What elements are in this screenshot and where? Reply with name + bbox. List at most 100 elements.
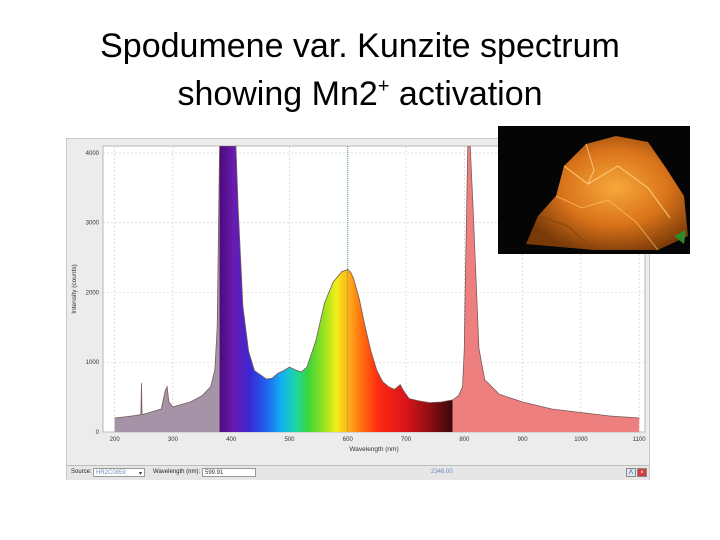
data-point [478, 347, 480, 349]
data-point [141, 414, 143, 415]
data-point [341, 271, 343, 272]
x-tick-label: 800 [459, 437, 470, 443]
data-point [315, 340, 317, 342]
peak-icon: Λ [628, 470, 633, 476]
data-point [231, 145, 233, 147]
data-point [350, 271, 352, 273]
data-point [221, 145, 223, 147]
peak-tool-button[interactable]: Λ [626, 468, 636, 477]
data-point [235, 145, 237, 147]
data-point [402, 389, 404, 391]
wavelength-label: Wavelength (nm): [153, 469, 201, 475]
data-point [210, 386, 212, 388]
data-point [359, 299, 360, 300]
x-tick-label: 900 [518, 437, 529, 443]
data-point [498, 393, 500, 395]
data-point [114, 417, 116, 419]
x-tick-label: 200 [110, 437, 121, 443]
data-point [467, 145, 469, 147]
close-icon: × [640, 470, 644, 476]
data-point [219, 145, 220, 147]
data-point [370, 351, 372, 353]
data-point [376, 370, 378, 372]
data-point [214, 368, 216, 370]
data-point [408, 398, 410, 399]
data-point [324, 302, 325, 304]
data-point [462, 386, 463, 388]
data-point [166, 386, 168, 388]
data-point [393, 389, 395, 390]
data-point [141, 382, 142, 384]
x-tick-label: 1100 [633, 437, 647, 443]
data-point [399, 384, 401, 385]
data-point [160, 408, 162, 410]
y-axis-label: Intensity (counts) [71, 264, 78, 314]
chevron-down-icon: ▾ [138, 471, 142, 477]
y-tick-label: 4000 [86, 151, 100, 157]
source-label: Source: [71, 469, 92, 475]
title-line-2: showing Mn2+ activation [0, 70, 720, 118]
data-point [172, 406, 174, 408]
x-tick-label: 300 [168, 437, 179, 443]
data-point [248, 351, 250, 353]
source-value: HR2C0859 [96, 470, 126, 476]
x-tick-label: 500 [284, 437, 295, 443]
data-point [190, 401, 191, 403]
data-point [388, 386, 389, 388]
x-tick-label: 400 [226, 437, 237, 443]
data-point [551, 408, 553, 410]
wavelength-input[interactable]: 599.91 [202, 468, 256, 477]
data-point [149, 412, 151, 413]
data-point [254, 370, 255, 372]
y-tick-label: 1000 [86, 360, 100, 366]
data-point [417, 400, 419, 402]
data-point [472, 208, 474, 210]
data-point [300, 371, 302, 373]
data-point [277, 373, 279, 374]
data-point [347, 269, 349, 270]
data-point [382, 381, 384, 383]
y-tick-label: 0 [96, 430, 100, 436]
data-point [131, 415, 133, 417]
data-point [289, 366, 290, 368]
data-point [237, 208, 239, 210]
data-point [465, 271, 466, 272]
x-axis-label: Wavelength (nm) [349, 446, 398, 453]
title-line-2-prefix: showing Mn2 [177, 75, 378, 113]
y-tick-label: 3000 [86, 221, 100, 227]
data-point [332, 281, 334, 283]
data-point [259, 374, 261, 376]
data-point [283, 370, 285, 372]
data-point [216, 326, 218, 328]
y-tick-label: 2000 [86, 290, 100, 296]
source-select[interactable]: HR2C0859 ▾ [93, 468, 145, 477]
x-tick-label: 700 [401, 437, 412, 443]
data-point [522, 401, 524, 403]
data-point [294, 369, 296, 371]
data-point [364, 326, 366, 328]
data-point [428, 402, 430, 404]
wavelength-value: 599.91 [205, 470, 224, 476]
data-point [306, 366, 308, 368]
data-point [609, 415, 611, 417]
cursor-readout: 2346.00 [431, 469, 453, 475]
data-point [440, 401, 442, 403]
close-tool-button[interactable]: × [637, 468, 647, 477]
data-point [580, 412, 582, 413]
title-line-1: Spodumene var. Kunzite spectrum [100, 27, 620, 65]
data-point [638, 417, 640, 419]
data-point [475, 278, 477, 279]
x-tick-label: 1000 [574, 437, 588, 443]
data-point [405, 393, 407, 395]
x-tick-label: 600 [343, 437, 354, 443]
data-point [353, 278, 355, 279]
data-point [484, 379, 486, 381]
data-point [271, 377, 273, 379]
title-line-2-suffix: activation [389, 75, 543, 113]
data-point [265, 378, 267, 380]
data-point [140, 414, 142, 415]
data-point [469, 145, 471, 147]
data-point [452, 399, 454, 401]
kunzite-photo-icon [498, 126, 690, 254]
uv-region-fill [114, 149, 220, 432]
